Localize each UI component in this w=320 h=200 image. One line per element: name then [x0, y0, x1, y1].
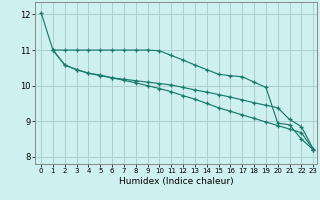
X-axis label: Humidex (Indice chaleur): Humidex (Indice chaleur) [119, 177, 233, 186]
